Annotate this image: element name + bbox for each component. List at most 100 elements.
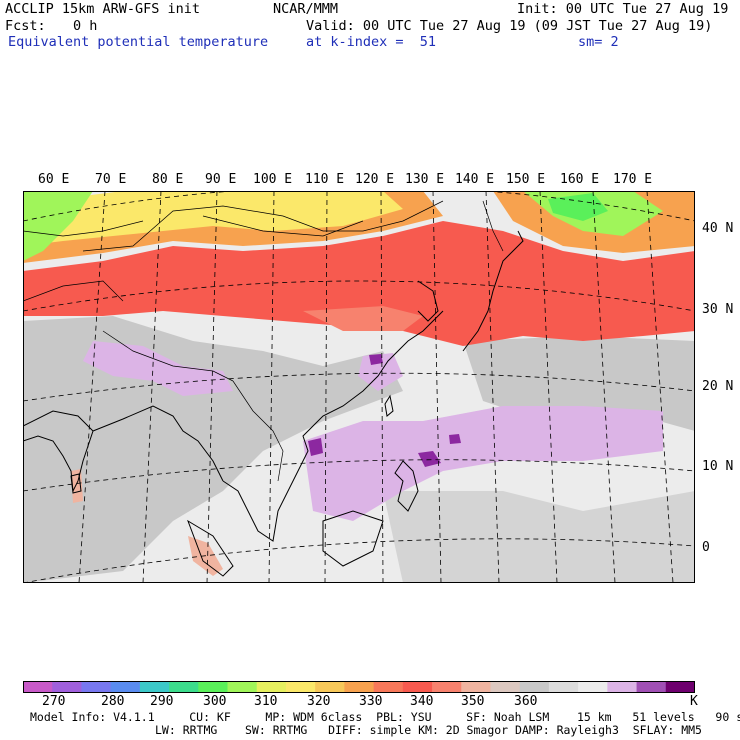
- colorbar-tick-label: 290: [150, 694, 174, 709]
- field-name: Equivalent potential temperature: [8, 34, 269, 50]
- colorbar-tick-label: 350: [461, 694, 485, 709]
- field-purple-spot-3: [449, 434, 461, 444]
- field-salmon-srilanka: [71, 469, 83, 503]
- equivalent-potential-temperature-map: [23, 191, 695, 583]
- field-gray-south: [383, 491, 695, 583]
- coastline-sumatra: [187, 519, 234, 577]
- longitude-label: 160 E: [560, 172, 600, 187]
- latitude-label: 10 N: [702, 459, 734, 474]
- colorbar-swatch: [198, 681, 229, 693]
- colorbar-swatch: [344, 681, 375, 693]
- border-mongolia: [202, 215, 364, 237]
- colorbar-tick-label: 360: [514, 694, 538, 709]
- meridian-70e: [78, 191, 106, 583]
- longitude-label: 90 E: [205, 172, 237, 187]
- longitude-label: 150 E: [506, 172, 546, 187]
- field-green-core: [548, 193, 608, 221]
- meridian-150e: [539, 191, 558, 583]
- field-red-band: [23, 221, 695, 346]
- parallel-20n: [23, 372, 695, 402]
- colorbar-swatch: [432, 681, 462, 693]
- smoothing-label: sm= 2: [578, 34, 619, 50]
- longitude-label: 120 E: [355, 172, 395, 187]
- meridian-160e: [592, 191, 616, 583]
- colorbar-swatch: [81, 681, 112, 693]
- coastlines: [23, 230, 524, 577]
- parallel-10n: [23, 459, 695, 492]
- longitude-label: 130 E: [405, 172, 445, 187]
- latitude-label: 0: [702, 540, 710, 555]
- colorbar-swatch: [519, 681, 550, 693]
- colorbar-swatch: [227, 681, 258, 693]
- border-central-asia: [23, 280, 124, 302]
- colorbar-tick-label: 300: [203, 694, 227, 709]
- forecast-hour: 0 h: [73, 18, 98, 34]
- field-purple-spot-1: [308, 438, 323, 456]
- valid-time: Valid: 00 UTC Tue 27 Aug 19 (09 JST Tue …: [306, 18, 713, 34]
- meridian-110e: [324, 191, 328, 583]
- field-gray-west: [23, 316, 403, 583]
- border-china-north: [82, 200, 444, 252]
- colorbar-tick-label: 280: [101, 694, 125, 709]
- border-indochina: [232, 380, 284, 482]
- field-purple-spot-4: [369, 354, 383, 365]
- map-frame: [23, 191, 695, 583]
- colorbar-swatch: [285, 681, 316, 693]
- colorbar-swatch: [665, 681, 695, 693]
- colorbar-swatch: [607, 681, 638, 693]
- latitude-label: 40 N: [702, 221, 734, 236]
- forecast-label: Fcst:: [5, 18, 46, 34]
- coastline-borneo: [322, 510, 384, 567]
- meridian-120e: [380, 191, 384, 583]
- colorbar-swatch: [315, 681, 345, 693]
- field-purple-spot-2: [418, 451, 441, 467]
- colorbar-swatch: [256, 681, 287, 693]
- colorbar-tick-label: 310: [254, 694, 278, 709]
- parallel-0: [23, 538, 695, 583]
- parallel-40n: [23, 191, 695, 222]
- coastline-india: [23, 410, 94, 493]
- colorbar-swatch: [110, 681, 141, 693]
- longitude-label: 80 E: [152, 172, 184, 187]
- longitude-label: 70 E: [95, 172, 127, 187]
- coastline-taiwan: [384, 394, 394, 417]
- level-label: at k-index = 51: [306, 34, 437, 50]
- colorbar-tick-label: 270: [42, 694, 66, 709]
- colorbar-swatch: [461, 681, 491, 693]
- meridian-170e: [646, 191, 674, 583]
- colorbar-swatch: [578, 681, 608, 693]
- meridian-90e: [206, 191, 218, 583]
- longitude-label: 100 E: [253, 172, 293, 187]
- longitude-label: 110 E: [305, 172, 345, 187]
- coastline-srilanka: [70, 473, 82, 494]
- colorbar-swatch: [139, 681, 170, 693]
- meridian-80e: [142, 191, 162, 583]
- border-himalaya: [102, 330, 234, 382]
- colorbar-frame: [23, 681, 695, 693]
- colorbar-tick-label: 320: [307, 694, 331, 709]
- coastline-bay-bengal: [92, 405, 224, 482]
- longitude-label: 170 E: [613, 172, 653, 187]
- meridian-100e: [268, 191, 275, 583]
- meridian-140e: [485, 191, 500, 583]
- field-lavender-pacific: [303, 406, 663, 521]
- colorbar-tick-label: 330: [359, 694, 383, 709]
- colorbar-unit: K: [690, 694, 698, 709]
- init-time: Init: 00 UTC Tue 27 Aug 19: [517, 1, 729, 17]
- country-borders: [23, 200, 504, 482]
- field-lavender-india: [83, 341, 233, 396]
- longitude-label: 60 E: [38, 172, 70, 187]
- model-title: ACCLIP 15km ARW-GFS init: [5, 1, 201, 17]
- physics-info: LW: RRTMG SW: RRTMG DIFF: simple KM: 2D …: [155, 723, 702, 737]
- colorbar-swatch: [52, 681, 82, 693]
- institution: NCAR/MMM: [273, 1, 339, 17]
- colorbar-tick-label: 340: [410, 694, 434, 709]
- colorbar-swatch: [636, 681, 667, 693]
- colorbar-swatch: [373, 681, 404, 693]
- colorbar-swatch: [23, 681, 53, 693]
- coastline-korea: [417, 280, 439, 322]
- colorbar-swatch: [169, 681, 199, 693]
- meridian-130e: [432, 191, 442, 583]
- parallel-30n: [23, 280, 695, 312]
- model-info: Model Info: V4.1.1 CU: KF MP: WDM 6class…: [30, 710, 740, 724]
